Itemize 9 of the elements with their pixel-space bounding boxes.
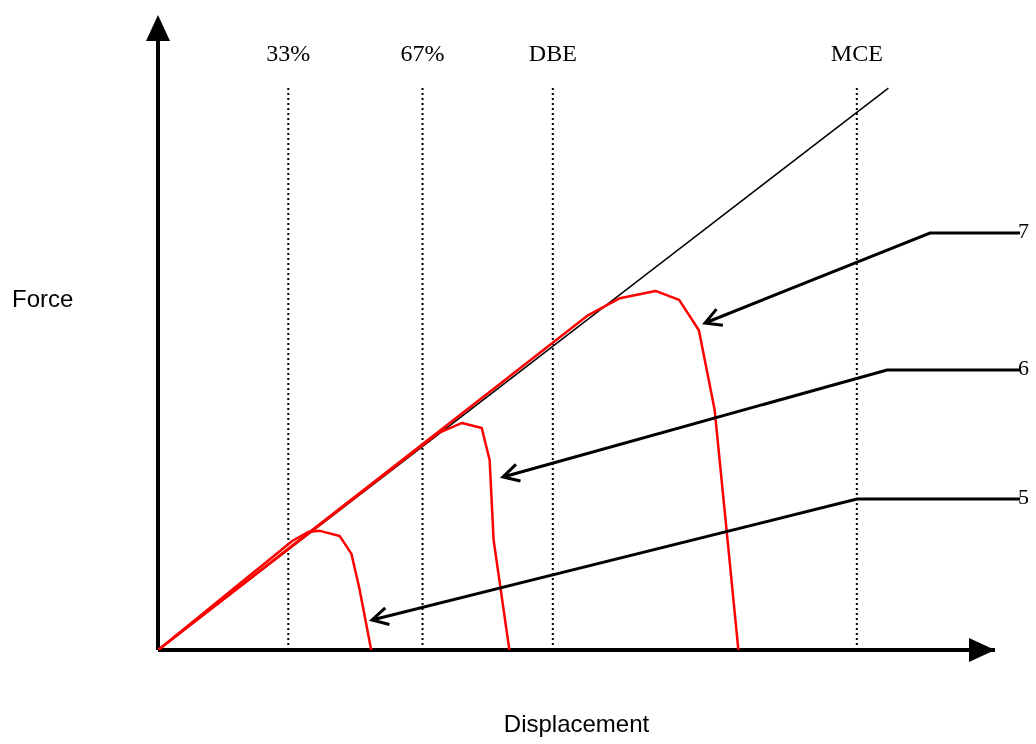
x-tick-label: DBE (528, 40, 577, 67)
x-axis-title: Displacement (503, 709, 650, 737)
x-tick-label: 33% (266, 40, 311, 67)
x-tick-label: MCE (830, 40, 883, 67)
x-tick-label: 67% (400, 40, 445, 67)
y-axis-title: Force (12, 284, 74, 312)
text: 7 (1018, 218, 1029, 244)
text: 6 (1018, 355, 1029, 381)
text: 5 (1018, 484, 1029, 510)
